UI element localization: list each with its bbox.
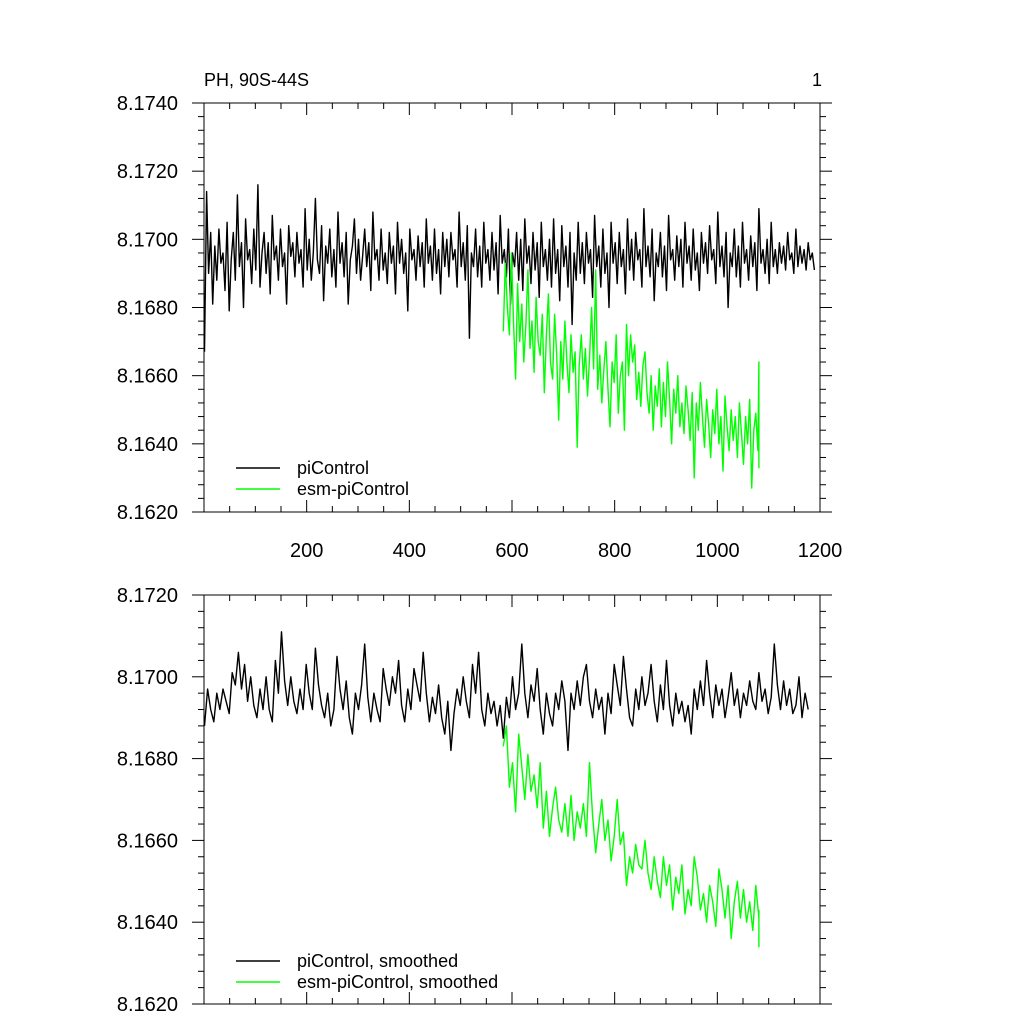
y-tick-label: 8.1720 — [117, 585, 178, 607]
bottom-series-group — [203, 631, 809, 948]
x-tick-label: 1200 — [798, 540, 843, 562]
x-tick-label: 600 — [495, 540, 528, 562]
series-line-picontrol — [203, 184, 816, 352]
top-series-group — [203, 184, 816, 489]
legend-label: piControl, smoothed — [297, 951, 458, 971]
chart-title: PH, 90S-44S — [204, 70, 309, 90]
y-tick-label: 8.1700 — [117, 229, 178, 251]
series-line-esm-picontrol-smoothed — [502, 725, 760, 948]
plot-frame — [203, 594, 821, 1005]
y-tick-label: 8.1640 — [117, 912, 178, 934]
y-tick-label: 8.1680 — [117, 749, 178, 771]
y-tick-label: 8.1660 — [117, 366, 178, 388]
bottom-panel: 8.1620 8.1640 8.1660 8.1680 8.1700 8.1720 piC… — [117, 585, 832, 1016]
y-tick-label: 8.1740 — [117, 93, 178, 115]
y-tick-label: 8.1720 — [117, 161, 178, 183]
x-tick-label: 400 — [393, 540, 426, 562]
y-tick-label: 8.1680 — [117, 298, 178, 320]
panel-label: 1 — [812, 70, 822, 90]
y-tick-label: 8.1620 — [117, 502, 178, 524]
legend-label: esm-piControl — [297, 479, 409, 499]
y-tick-label: 8.1620 — [117, 994, 178, 1016]
y-tick-label: 8.1660 — [117, 830, 178, 852]
y-tick-label: 8.1640 — [117, 434, 178, 456]
x-tick-label: 200 — [290, 540, 323, 562]
x-tick-label: 800 — [598, 540, 631, 562]
series-line-esm-picontrol — [502, 252, 760, 489]
top-panel: PH, 90S-44S 1 200 400 600 800 1000 1200 8.1620… — [117, 70, 842, 562]
bottom-axes: 8.1620 8.1640 8.1660 8.1680 8.1700 8.1720 — [117, 585, 832, 1016]
legend-label: piControl — [297, 458, 369, 478]
top-axes: 200 400 600 800 1000 1200 8.1620 8.1640 8.1660 8.… — [117, 93, 842, 562]
y-tick-label: 8.1700 — [117, 667, 178, 689]
series-line-picontrol-smoothed — [203, 631, 809, 752]
legend-label: esm-piControl, smoothed — [297, 972, 498, 992]
x-tick-label: 1000 — [695, 540, 740, 562]
